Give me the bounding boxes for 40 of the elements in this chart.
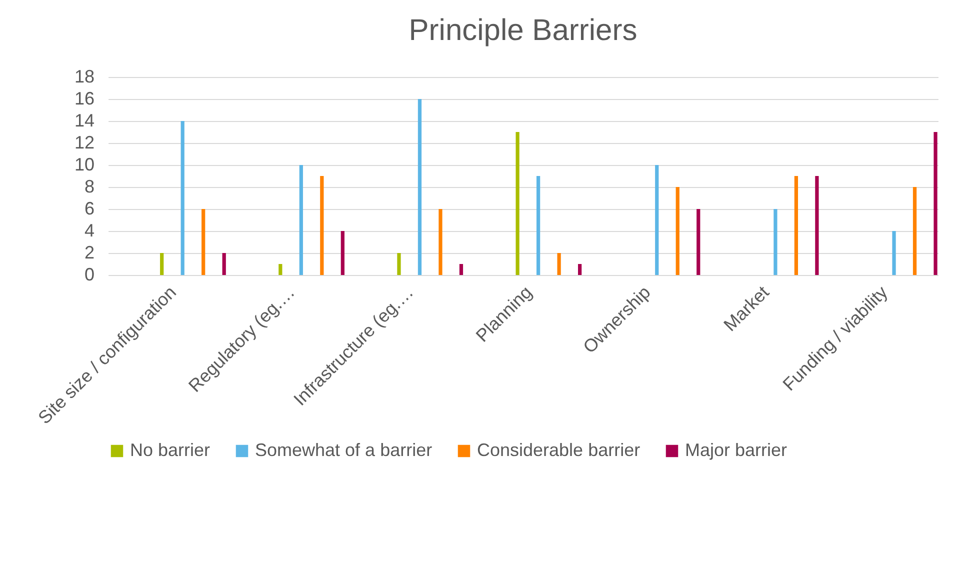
y-tick-label: 10 [74, 154, 94, 174]
bar [299, 165, 303, 275]
bar [578, 264, 582, 275]
bar [180, 121, 184, 275]
bar [696, 209, 700, 275]
bar [459, 264, 464, 275]
bar [815, 176, 819, 275]
y-tick-label: 8 [84, 176, 94, 196]
y-tick-label: 6 [84, 198, 94, 218]
y-tick-label: 4 [84, 220, 94, 240]
legend-label: Major barrier [685, 440, 788, 460]
bar [912, 187, 917, 275]
bar [774, 209, 778, 275]
bar [278, 264, 282, 275]
bar [676, 187, 680, 275]
bar [222, 253, 226, 275]
y-tick-label: 2 [84, 242, 94, 262]
legend-label: Considerable barrier [477, 440, 640, 460]
bar [438, 209, 442, 275]
bar [536, 176, 540, 275]
bar [557, 253, 561, 275]
bar [320, 176, 324, 275]
bar [934, 132, 938, 275]
bar [418, 99, 422, 275]
bar [794, 176, 798, 275]
bar [892, 231, 896, 275]
y-tick-label: 14 [74, 110, 94, 130]
bar [397, 253, 401, 275]
y-tick-label: 0 [84, 264, 94, 284]
y-tick-label: 18 [74, 66, 94, 86]
legend-label: Somewhat of a barrier [255, 440, 432, 460]
bar [655, 165, 659, 275]
y-tick-label: 12 [74, 132, 94, 152]
bar [160, 253, 164, 275]
legend-label: No barrier [130, 440, 210, 460]
bar [516, 132, 520, 275]
chart-title: Principle Barriers [408, 14, 638, 47]
bar [202, 209, 206, 275]
y-tick-label: 16 [74, 88, 94, 108]
bar [340, 231, 344, 275]
